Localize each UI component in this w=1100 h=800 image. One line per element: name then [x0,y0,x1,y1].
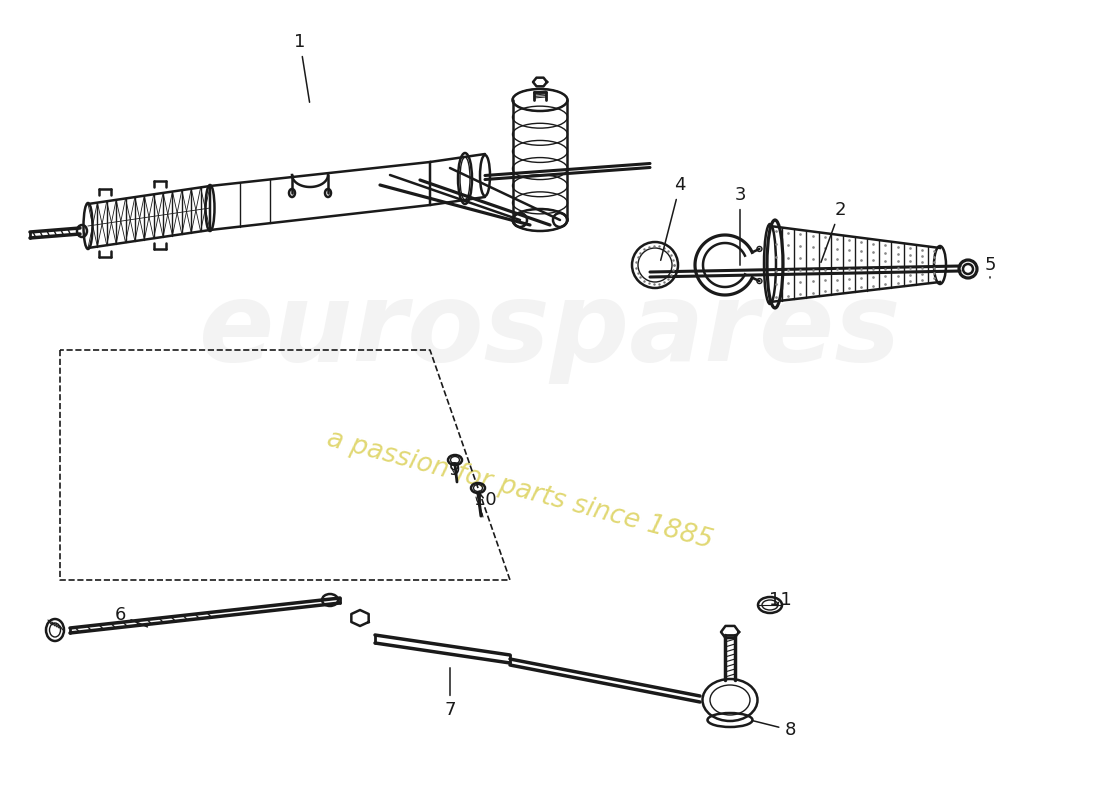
Text: 5: 5 [984,256,996,278]
Text: 1: 1 [295,33,309,102]
Text: 2: 2 [821,201,846,262]
Text: 11: 11 [769,591,791,609]
Text: 3: 3 [735,186,746,266]
Text: 6: 6 [114,606,147,627]
Text: 9: 9 [449,461,461,479]
Text: eurospares: eurospares [199,277,901,383]
Text: 4: 4 [661,176,685,260]
Text: 8: 8 [752,721,795,739]
Text: 7: 7 [444,668,455,719]
Text: a passion for parts since 1885: a passion for parts since 1885 [324,426,716,554]
Text: 10: 10 [474,491,496,509]
